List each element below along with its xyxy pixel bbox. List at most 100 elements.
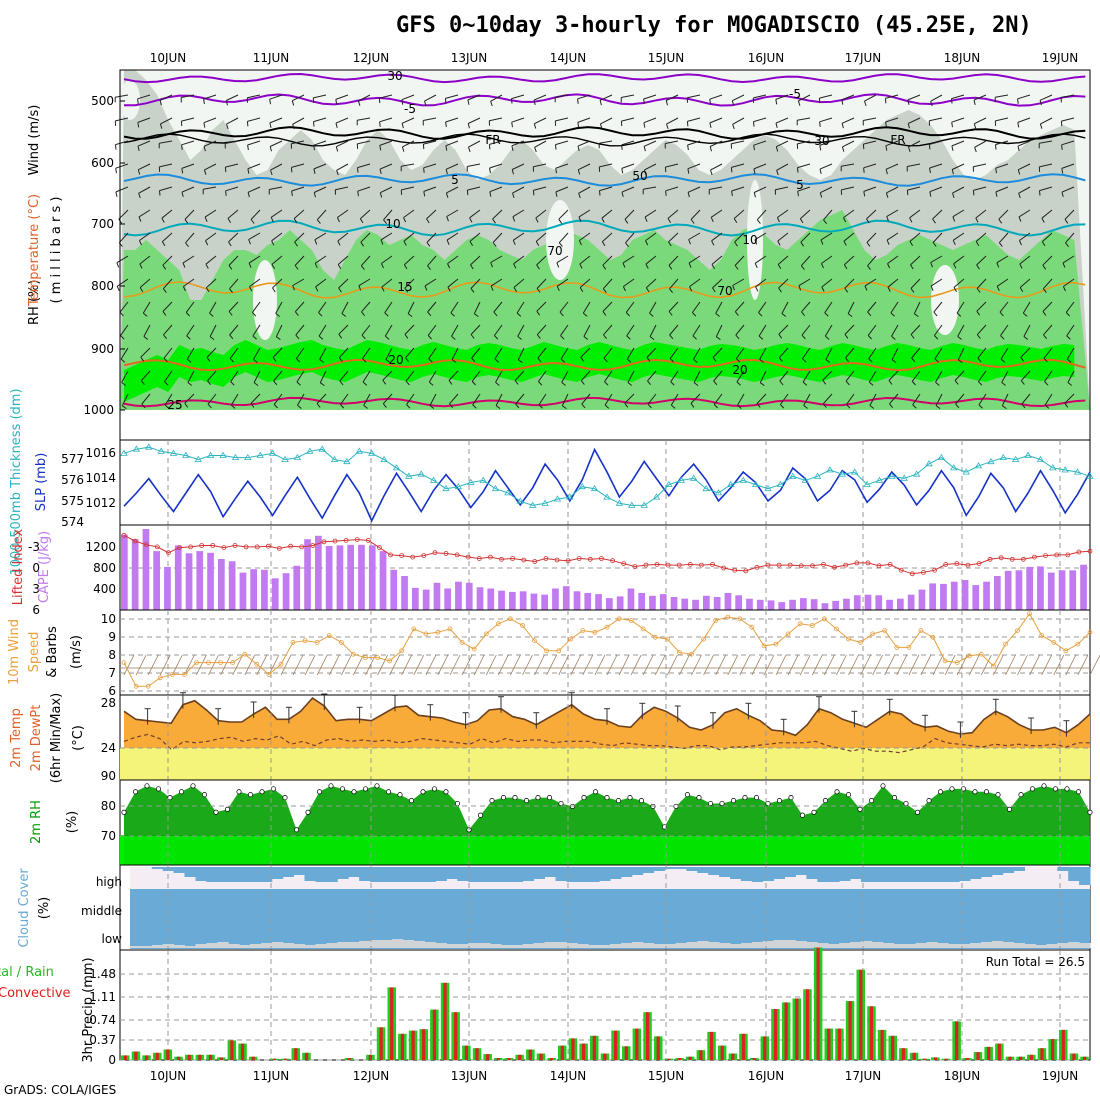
lifted-index-point <box>699 562 704 568</box>
wind-barb <box>955 393 965 405</box>
wind-barb-flag <box>159 190 161 196</box>
wind-barb <box>907 117 921 124</box>
lifted-index-point <box>376 545 382 550</box>
wind-barb-flag <box>621 191 624 198</box>
wind-barb <box>362 370 371 383</box>
wind10-barb <box>328 654 340 676</box>
wind-barb-flag <box>315 286 319 292</box>
lifted-index-point <box>687 562 693 567</box>
wind-barb-flag <box>407 313 413 318</box>
wind-barb <box>712 347 723 358</box>
wind10-point <box>930 634 936 640</box>
wind-barb-flag <box>604 404 610 409</box>
contour-minus5 <box>124 93 1086 107</box>
wind-barb-flag <box>643 122 646 128</box>
cloud-high-bar <box>217 867 229 882</box>
cloud-high-bar <box>228 867 240 882</box>
wind-barb-flag <box>602 288 607 293</box>
cloud-low-bar <box>610 944 622 948</box>
wind-barb <box>538 393 547 406</box>
wind-barb <box>687 94 701 99</box>
p3-ylabel: Lifted Index <box>11 528 26 605</box>
wind-barb <box>252 324 261 337</box>
rh-point <box>1018 792 1024 798</box>
rh-dry-pocket <box>120 80 140 120</box>
wind-barb-flag <box>122 405 127 410</box>
cloud-high-bar <box>1057 867 1069 871</box>
precip-convective-bar <box>603 1053 607 1060</box>
wind10-point <box>821 616 827 622</box>
wind10-barb <box>316 654 328 676</box>
wind10-point <box>942 658 948 664</box>
wind-barb-flag <box>777 264 782 270</box>
wind10-point <box>580 628 586 633</box>
cape-bar <box>1058 570 1066 610</box>
cape-bar <box>131 539 139 610</box>
thickness-point <box>826 466 834 473</box>
wind-barb-flag <box>668 241 672 247</box>
y-tick-label: -3 <box>28 540 40 554</box>
wind-barb <box>291 186 305 192</box>
wind-barb-flag <box>471 357 476 363</box>
cape-bar <box>1037 566 1044 610</box>
wind-barb <box>335 186 349 191</box>
wind-barb <box>404 324 415 335</box>
lifted-index-point <box>276 546 282 551</box>
cloud-high-bar <box>980 867 993 877</box>
lifted-index-point <box>165 550 171 556</box>
wind10-point <box>206 660 211 665</box>
wind-barb-flag <box>490 101 493 107</box>
wind-barb <box>341 301 349 314</box>
wind-barb <box>998 209 1009 220</box>
cloud-low-bar <box>1046 944 1058 948</box>
wind-barb-flag <box>841 146 845 152</box>
thickness-point <box>615 499 624 506</box>
wind-barb <box>251 301 261 313</box>
bottom-date-label: 15JUN <box>648 1069 685 1083</box>
wind-barb-flag <box>999 311 1004 317</box>
wind-barb <box>643 94 657 100</box>
wind-barb <box>181 163 195 169</box>
wind-barb <box>536 324 547 336</box>
wind-barb-flag <box>207 380 211 386</box>
rh-point <box>374 783 380 789</box>
wind-barb-flag <box>1022 312 1028 317</box>
wind-barb-flag <box>753 192 756 198</box>
wind-barb <box>121 370 129 383</box>
wind10-barb <box>1077 654 1089 676</box>
cape-bar <box>1080 564 1087 610</box>
wind-barb <box>225 163 239 168</box>
wind-barb-flag <box>361 334 366 340</box>
cape-bar <box>239 572 247 610</box>
wind-barb <box>713 393 723 405</box>
cape-bar <box>681 598 689 610</box>
wind-barb-flag <box>626 335 631 340</box>
wind-barb <box>579 255 591 265</box>
wind-barb-flag <box>933 311 938 317</box>
wind-barb-flag <box>911 357 916 363</box>
lifted-index-point <box>143 542 149 548</box>
cape-bar <box>983 581 990 610</box>
cloud-low-bar <box>642 943 655 948</box>
wind-barb-flag <box>957 336 962 340</box>
wind10-point <box>966 653 972 659</box>
wind-barb <box>869 393 877 406</box>
cloud-high-bar <box>500 867 513 882</box>
wind-barb-flag <box>1018 216 1022 222</box>
lifted-index-point <box>654 562 660 567</box>
cape-bar <box>1004 570 1012 610</box>
wind-barb-flag <box>643 169 647 175</box>
wind-barb-flag <box>731 100 735 106</box>
wind10-point <box>544 648 549 654</box>
cloud-high-bar <box>468 867 480 882</box>
wind-barb <box>555 140 569 146</box>
wind-barb-flag <box>517 336 522 340</box>
wind-barb <box>736 370 745 383</box>
wind-barb-flag <box>294 265 299 270</box>
precip-convective-bar <box>283 1058 287 1060</box>
wind-barb-flag <box>363 405 368 409</box>
cloud-high-bar <box>904 867 916 882</box>
wind-barb-flag <box>269 99 271 105</box>
wind-barb <box>995 117 1009 122</box>
wind-barb <box>472 393 481 406</box>
